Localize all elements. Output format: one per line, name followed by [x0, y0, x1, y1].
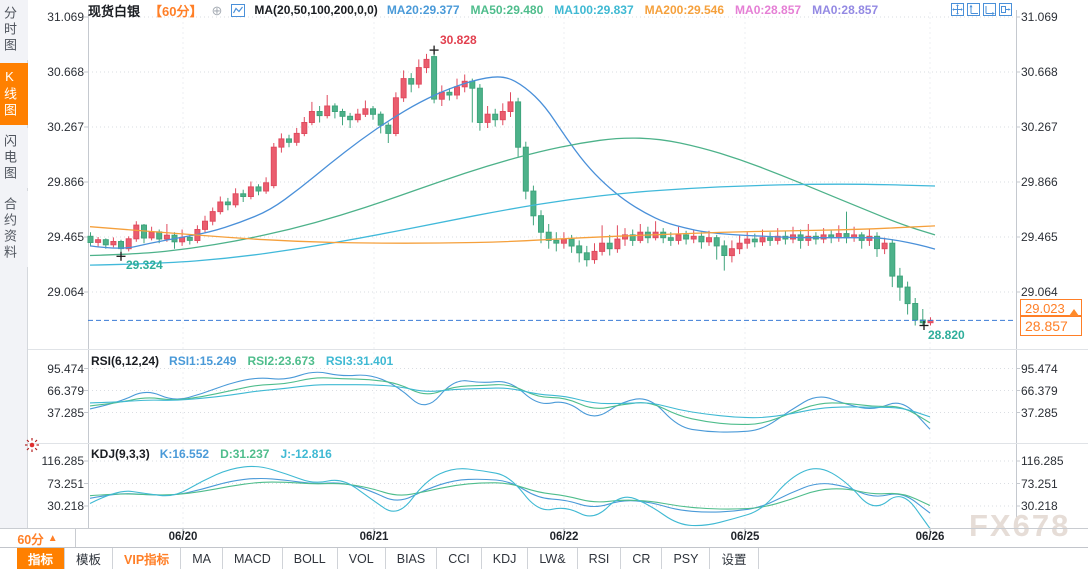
low-price-label: 29.324: [126, 258, 163, 272]
fx678-watermark: FX678: [969, 508, 1071, 543]
ma-value: MA100:29.837: [554, 3, 634, 17]
toolbar-item-LW&[interactable]: LW&: [528, 548, 578, 569]
toolbar-item-VOL[interactable]: VOL: [338, 548, 386, 569]
period-label: 【60分】: [149, 3, 203, 19]
ma-value: MA0:28.857: [812, 3, 879, 17]
symbol-name: 现货白银: [88, 3, 141, 19]
rsi-values: RSI1:15.249 RSI2:23.673 RSI3:31.401: [169, 354, 393, 368]
price-up-arrow-icon: [1069, 309, 1079, 316]
rsi-value: RSI1:15.249: [169, 354, 237, 368]
kdj-value: K:16.552: [159, 447, 210, 461]
toolbar-item-KDJ[interactable]: KDJ: [482, 548, 529, 569]
toolbar-item-RSI[interactable]: RSI: [578, 548, 622, 569]
ma-value: MA50:29.480: [470, 3, 544, 17]
indicator-toolbar: 指标 模板 VIP指标 MA MACD BOLL VOL BIAS CCI KDJ LW& RSI CR…: [0, 547, 1088, 569]
toolbar-item-模板[interactable]: 模板: [65, 548, 114, 569]
sidebar-tab-闪电图[interactable]: 闪电图: [0, 128, 28, 188]
ma-formula: MA(20,50,100,200,0,0): [254, 3, 378, 17]
chart-header: 现货白银 【60分】 ⊕ MA(20,50,100,200,0,0) MA20:…: [88, 2, 878, 19]
period-dropdown-arrow-icon: ▲: [47, 532, 58, 544]
kdj-value: J:-12.816: [280, 447, 332, 461]
pane-settings-icon[interactable]: [24, 437, 40, 453]
rsi-value: RSI2:23.673: [247, 354, 315, 368]
toolbar-item-VIP指标[interactable]: VIP指标: [113, 548, 182, 569]
ma-values: MA20:29.377 MA50:29.480 MA100:29.837 MA200:…: [387, 3, 878, 17]
toolbar-item-BOLL[interactable]: BOLL: [283, 548, 338, 569]
chart-tools: [951, 3, 1012, 16]
toolbar-item-CR[interactable]: CR: [621, 548, 663, 569]
current-price-box: 28.857: [1020, 316, 1082, 336]
kdj-formula: KDJ(9,3,3): [91, 447, 150, 461]
shift-right-icon[interactable]: [999, 3, 1012, 16]
rsi-pane-header: RSI(6,12,24) RSI1:15.249 RSI2:23.673 RSI3:…: [91, 354, 393, 368]
sidebar-tab-K线图[interactable]: K线图: [0, 63, 28, 125]
sidebar-tab-分时图[interactable]: 分时图: [0, 0, 28, 60]
prev-close-box: 29.023: [1020, 299, 1082, 316]
toolbar-item-CCI[interactable]: CCI: [437, 548, 482, 569]
toolbar-item-设置[interactable]: 设置: [710, 548, 759, 569]
toolbar-item-PSY[interactable]: PSY: [662, 548, 711, 569]
period-selector-label: 60分: [17, 532, 44, 547]
period-selector[interactable]: 60分 ▲: [0, 529, 76, 547]
x-axis-row: 60分 ▲: [0, 528, 1088, 547]
toolbar-item-指标[interactable]: 指标: [17, 548, 66, 569]
ma-value: MA200:29.546: [644, 3, 725, 17]
sidebar: 分时图 K线图闪电图合约资料: [0, 0, 28, 528]
high-price-label: 30.828: [440, 33, 477, 47]
pan-icon[interactable]: [951, 3, 964, 16]
add-overlay-icon[interactable]: ⊕: [211, 2, 223, 18]
x-scale-icon[interactable]: [983, 3, 996, 16]
kdj-values: K:16.552 D:31.237 J:-12.816: [160, 447, 332, 461]
kdj-pane-header: KDJ(9,3,3) K:16.552 D:31.237 J:-12.816: [91, 447, 332, 461]
y-scale-icon[interactable]: [967, 3, 980, 16]
ma-value: MA20:29.377: [386, 3, 460, 17]
rsi-value: RSI3:31.401: [325, 354, 394, 368]
toolbar-item-MACD[interactable]: MACD: [223, 548, 283, 569]
toolbar-item-BIAS[interactable]: BIAS: [386, 548, 438, 569]
kdj-value: D:31.237: [220, 447, 270, 461]
toolbar-item-MA[interactable]: MA: [181, 548, 223, 569]
sidebar-tab-合约资料[interactable]: 合约资料: [0, 191, 28, 267]
ma-value: MA0:28.857: [735, 3, 802, 17]
last-low-label: 28.820: [928, 328, 965, 342]
rsi-formula: RSI(6,12,24): [91, 354, 160, 368]
chart-type-icon[interactable]: [231, 3, 246, 17]
